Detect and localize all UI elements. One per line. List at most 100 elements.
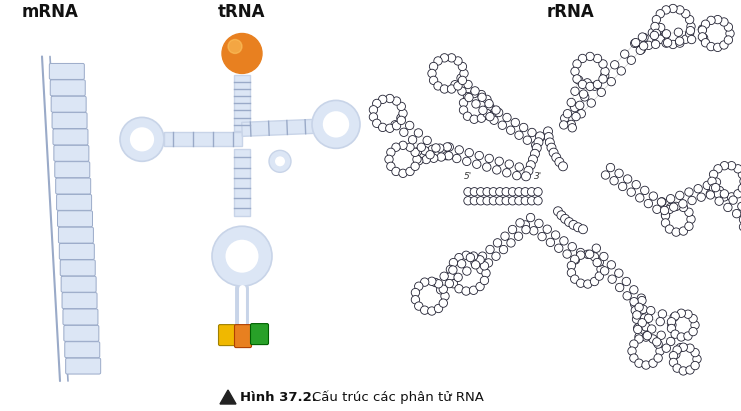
Circle shape xyxy=(648,325,656,333)
Circle shape xyxy=(734,189,741,198)
Circle shape xyxy=(439,285,448,293)
Circle shape xyxy=(405,121,414,129)
Circle shape xyxy=(677,333,685,341)
Circle shape xyxy=(677,309,685,317)
Circle shape xyxy=(436,144,444,152)
Circle shape xyxy=(623,175,632,183)
Circle shape xyxy=(482,95,491,104)
Circle shape xyxy=(684,332,692,340)
Circle shape xyxy=(679,227,688,235)
Circle shape xyxy=(543,225,551,233)
Circle shape xyxy=(676,191,684,200)
Circle shape xyxy=(712,178,721,186)
Circle shape xyxy=(480,276,488,285)
Circle shape xyxy=(458,62,467,71)
Circle shape xyxy=(414,282,423,291)
Circle shape xyxy=(458,87,466,95)
Circle shape xyxy=(665,205,674,214)
Circle shape xyxy=(611,60,619,69)
Circle shape xyxy=(465,148,473,157)
Circle shape xyxy=(580,93,589,101)
Circle shape xyxy=(130,127,154,151)
Circle shape xyxy=(446,273,454,281)
Circle shape xyxy=(622,277,631,286)
Circle shape xyxy=(399,141,408,150)
Circle shape xyxy=(706,191,714,199)
Circle shape xyxy=(679,343,688,351)
Circle shape xyxy=(501,232,509,240)
Circle shape xyxy=(608,275,617,283)
Circle shape xyxy=(632,315,641,323)
Circle shape xyxy=(738,184,741,192)
Circle shape xyxy=(720,162,728,170)
Text: Cấu trúc các phân tử RNA: Cấu trúc các phân tử RNA xyxy=(312,390,484,404)
Circle shape xyxy=(740,223,741,231)
Circle shape xyxy=(573,75,581,83)
Circle shape xyxy=(679,200,687,208)
Circle shape xyxy=(714,16,722,24)
Circle shape xyxy=(489,196,498,205)
FancyBboxPatch shape xyxy=(54,145,89,161)
Circle shape xyxy=(571,256,579,264)
Circle shape xyxy=(725,29,734,38)
Circle shape xyxy=(446,265,454,274)
Circle shape xyxy=(559,162,568,171)
Circle shape xyxy=(479,106,487,115)
Circle shape xyxy=(275,156,285,166)
Circle shape xyxy=(494,239,502,247)
Circle shape xyxy=(469,286,478,294)
Circle shape xyxy=(666,203,675,212)
Circle shape xyxy=(732,210,741,218)
Circle shape xyxy=(601,171,610,179)
Circle shape xyxy=(502,187,511,196)
Circle shape xyxy=(120,118,164,162)
Circle shape xyxy=(644,199,653,208)
Circle shape xyxy=(720,18,728,26)
Circle shape xyxy=(420,306,429,314)
Circle shape xyxy=(486,245,494,254)
Circle shape xyxy=(635,332,643,341)
Circle shape xyxy=(583,79,591,87)
Circle shape xyxy=(645,314,653,323)
Circle shape xyxy=(576,279,585,287)
Circle shape xyxy=(662,39,671,47)
Circle shape xyxy=(549,148,558,157)
Circle shape xyxy=(465,93,473,102)
Circle shape xyxy=(685,29,694,37)
Circle shape xyxy=(414,157,423,165)
Circle shape xyxy=(485,259,493,267)
Circle shape xyxy=(656,35,665,44)
Circle shape xyxy=(411,162,419,171)
Circle shape xyxy=(421,146,429,155)
Circle shape xyxy=(669,5,677,13)
Circle shape xyxy=(480,262,488,270)
Circle shape xyxy=(475,151,483,160)
FancyBboxPatch shape xyxy=(51,96,86,112)
Circle shape xyxy=(385,124,394,132)
Circle shape xyxy=(685,188,693,196)
Circle shape xyxy=(591,253,599,261)
Circle shape xyxy=(565,217,574,226)
Circle shape xyxy=(471,261,480,269)
Circle shape xyxy=(545,138,554,147)
Circle shape xyxy=(729,196,737,204)
Circle shape xyxy=(543,127,553,136)
FancyBboxPatch shape xyxy=(62,293,97,309)
Circle shape xyxy=(586,82,594,90)
Circle shape xyxy=(379,123,387,132)
Circle shape xyxy=(508,225,516,234)
Circle shape xyxy=(652,29,660,37)
Circle shape xyxy=(627,188,636,196)
Circle shape xyxy=(453,82,462,90)
Circle shape xyxy=(709,170,718,178)
Circle shape xyxy=(432,144,440,152)
Circle shape xyxy=(437,153,445,161)
FancyBboxPatch shape xyxy=(219,325,236,346)
Circle shape xyxy=(396,114,405,122)
Circle shape xyxy=(460,69,468,78)
Circle shape xyxy=(455,145,463,154)
Circle shape xyxy=(597,88,605,97)
Circle shape xyxy=(430,154,438,162)
Circle shape xyxy=(492,106,500,114)
Circle shape xyxy=(593,259,602,267)
